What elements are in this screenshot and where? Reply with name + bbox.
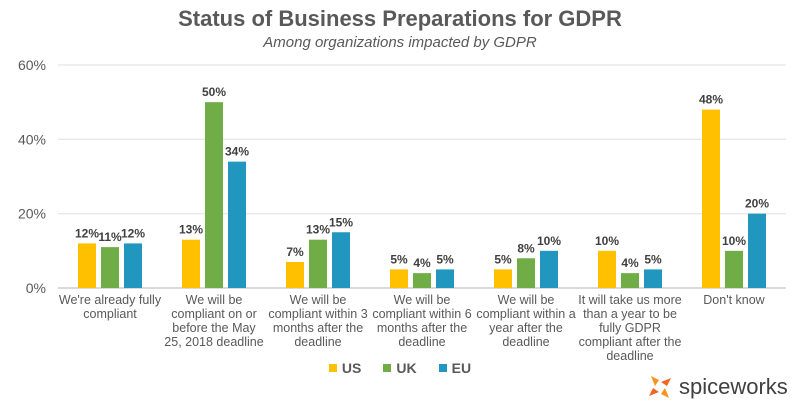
x-tick-label: It will take us more than a year to be f… [578, 293, 682, 363]
data-label: 13% [306, 223, 330, 237]
x-tick-label: We will be compliant within a year after… [476, 293, 576, 349]
bar-eu [436, 269, 454, 288]
bar-eu [228, 161, 246, 288]
legend-label: UK [396, 360, 417, 376]
bar-uk [309, 239, 327, 288]
bar-uk [205, 102, 223, 289]
data-label: 20% [745, 197, 769, 211]
bar-uk [517, 258, 535, 288]
x-tick-label: We will be compliant within 6 months aft… [372, 293, 472, 349]
x-tick-label: We will be compliant within 3 months aft… [268, 293, 368, 349]
bar-uk [621, 273, 639, 288]
bar-us [494, 269, 512, 288]
data-label: 15% [329, 215, 353, 229]
bar-eu [540, 250, 558, 288]
bar-us [702, 109, 720, 288]
data-label: 12% [121, 226, 145, 240]
data-label: 10% [595, 234, 619, 248]
data-label: 5% [436, 252, 454, 266]
bar-eu [644, 269, 662, 288]
y-tick-label: 20% [18, 206, 46, 222]
spiceworks-logo-icon [649, 376, 671, 398]
legend-swatch [328, 364, 337, 372]
data-label: 13% [179, 223, 203, 237]
legend-swatch [383, 364, 392, 372]
bar-uk [101, 247, 119, 288]
chart-title: Status of Business Preparations for GDPR [178, 6, 622, 31]
legend-swatch [438, 364, 447, 372]
bar-us [182, 239, 200, 288]
bar-eu [748, 213, 766, 288]
data-label: 11% [98, 230, 122, 244]
data-label: 10% [722, 234, 746, 248]
legend: US UK EU [0, 360, 800, 376]
data-label: 10% [537, 234, 561, 248]
x-tick-label: We're already fully compliant [58, 293, 162, 321]
legend-item-uk: UK [383, 360, 417, 376]
data-label: 5% [494, 252, 512, 266]
bar-uk [725, 250, 743, 288]
legend-item-us: US [328, 360, 362, 376]
bar-us [598, 250, 616, 288]
spiceworks-logo: spiceworks [645, 372, 788, 402]
bar-us [390, 269, 408, 288]
data-label: 5% [644, 252, 662, 266]
x-tick-label: We will be compliant on or before the Ma… [164, 293, 264, 349]
chart-subtitle: Among organizations impacted by GDPR [263, 34, 537, 51]
data-label: 4% [413, 256, 431, 270]
data-label: 7% [286, 245, 304, 259]
x-tick-label: Don't know [703, 293, 765, 307]
bar-us [286, 261, 304, 288]
data-label: 8% [517, 241, 535, 255]
y-tick-label: 60% [18, 57, 46, 73]
data-label: 50% [202, 85, 226, 99]
brand-name: spiceworks [679, 374, 788, 399]
legend-label: EU [451, 360, 472, 376]
bar-eu [124, 243, 142, 288]
data-label: 34% [225, 145, 249, 159]
bar-uk [413, 273, 431, 288]
legend-item-eu: EU [438, 360, 472, 376]
y-tick-label: 0% [26, 280, 46, 296]
y-tick-label: 40% [18, 131, 46, 147]
data-label: 12% [75, 226, 99, 240]
data-label: 4% [621, 256, 639, 270]
legend-label: US [341, 360, 362, 376]
bar-us [78, 243, 96, 288]
data-label: 48% [699, 93, 723, 107]
data-label: 5% [390, 252, 408, 266]
bar-eu [332, 232, 350, 288]
